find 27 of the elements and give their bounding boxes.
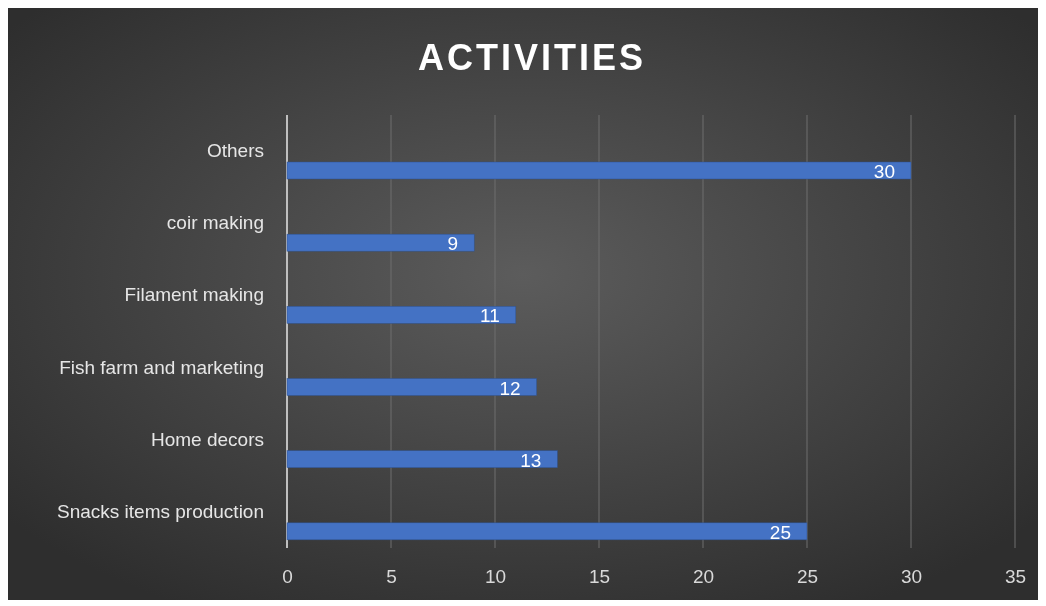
x-tick-label: 20 (692, 566, 715, 588)
y-tick-label: coir making (166, 212, 264, 234)
data-label: 9 (447, 233, 459, 255)
x-tick-label: 25 (796, 566, 819, 588)
y-tick-label: Home decors (151, 428, 264, 450)
data-label: 13 (520, 449, 542, 471)
chart-title: ACTIVITIES (417, 37, 647, 78)
x-tick-label: 30 (900, 566, 923, 588)
y-tick-label: Others (206, 140, 264, 161)
y-tick-label: Fish farm and marketing (59, 356, 264, 378)
bar (286, 306, 517, 324)
data-label: 11 (480, 305, 500, 327)
bar (286, 378, 537, 396)
bar (286, 161, 912, 180)
data-label: 25 (769, 521, 791, 543)
x-tick-label: 5 (386, 566, 397, 588)
bar (286, 522, 808, 541)
x-tick-label: 15 (588, 566, 611, 588)
x-tick-label: 10 (484, 566, 507, 588)
data-label: 12 (499, 377, 521, 399)
y-tick-label: Snacks items production (57, 500, 264, 522)
y-tick-label: Filament making (124, 284, 264, 306)
data-label: 30 (873, 161, 895, 182)
x-tick-label: 0 (282, 566, 293, 588)
bar (286, 450, 558, 468)
x-tick-label: 35 (1004, 566, 1027, 588)
bar (286, 233, 475, 252)
